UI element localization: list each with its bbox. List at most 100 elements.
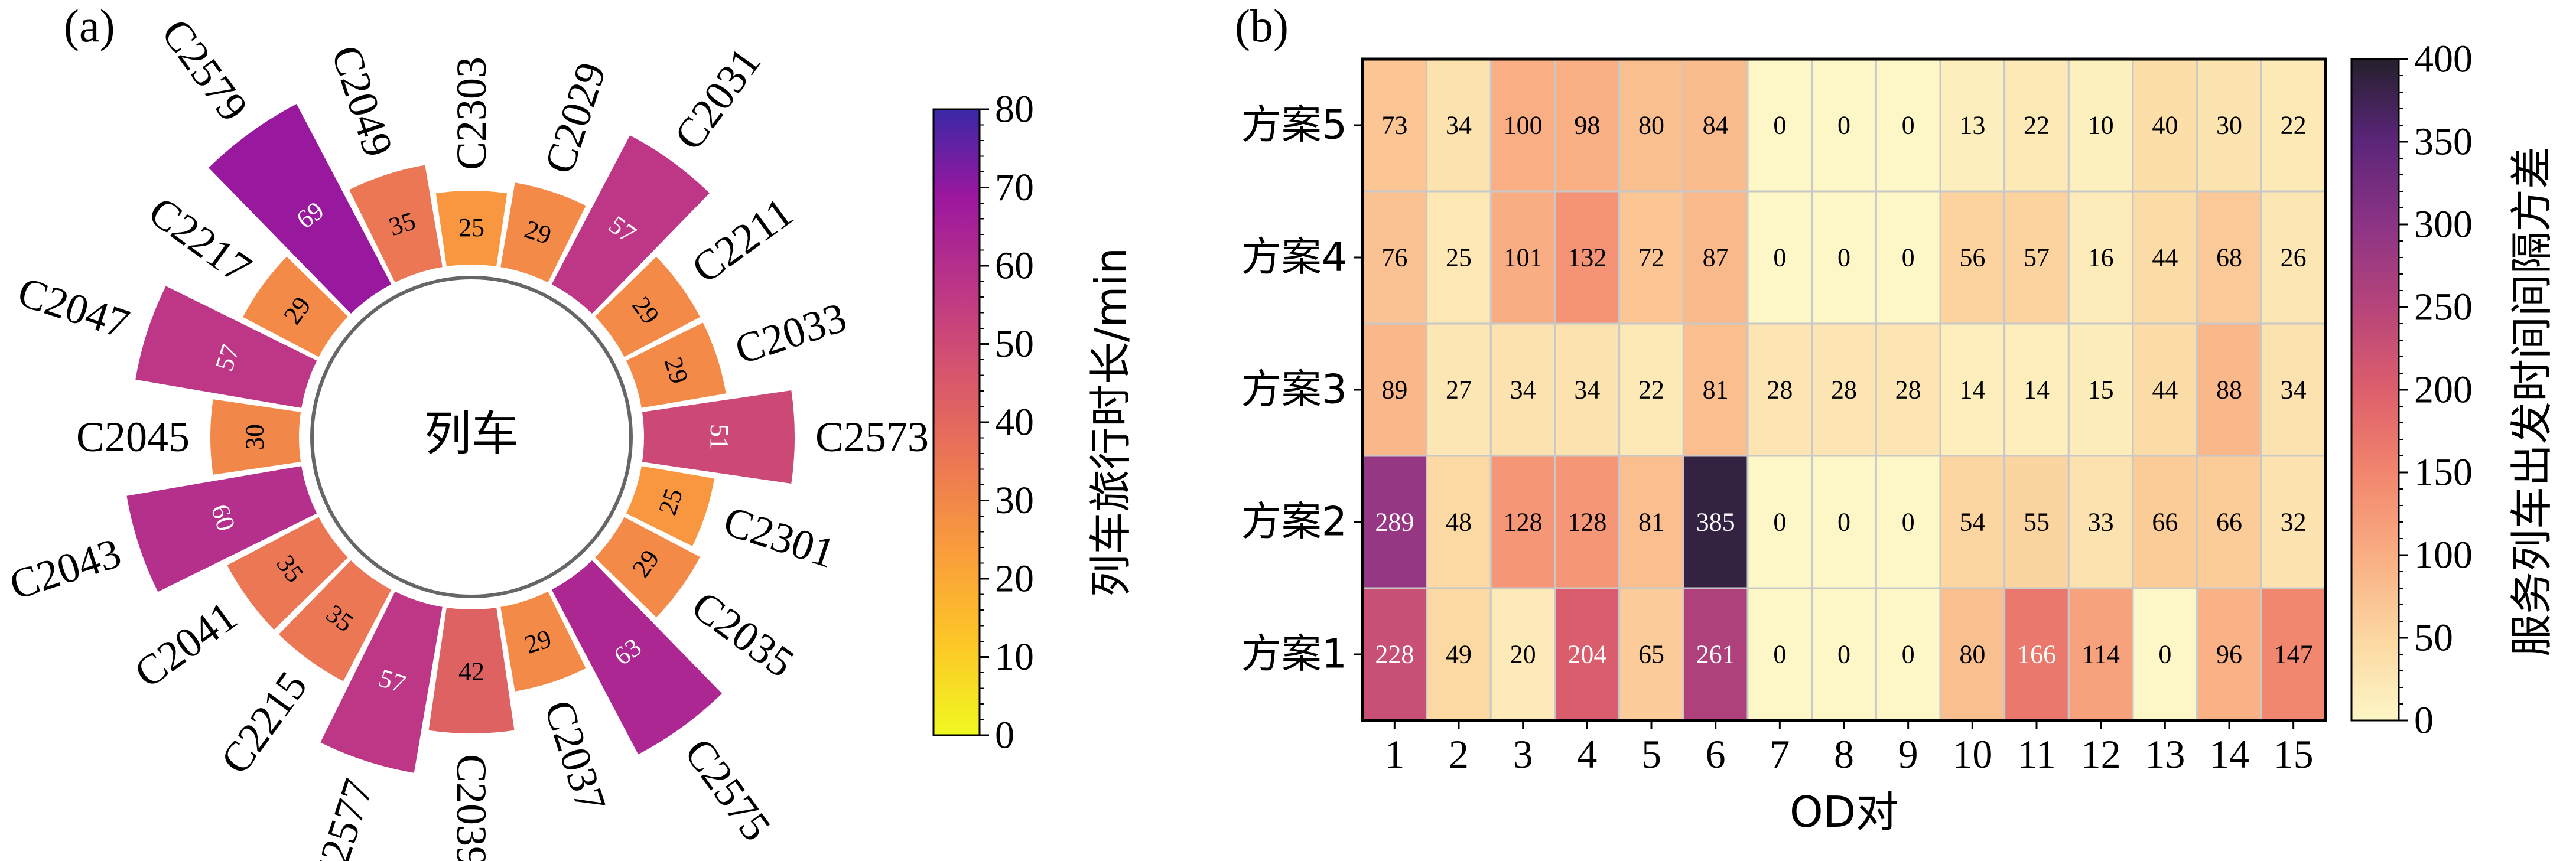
heatmap-x-tick-label: 8 [1834, 732, 1854, 777]
heatmap-cell-value: 34 [2281, 376, 2307, 405]
radial-bar [500, 591, 586, 692]
heatmap-x-tick-label: 6 [1706, 732, 1726, 777]
heatmap-cell [2003, 587, 2070, 722]
colorbar-b-bar [2350, 58, 2400, 722]
heatmap-cell-value: 55 [2024, 508, 2050, 537]
colorbar-a-tick-label: 30 [995, 479, 1034, 522]
heatmap-cell [1875, 58, 1941, 193]
colorbar-b: 0 50 100 150 200 250 300 350 400 服务列车出发时间间隔方差 [2350, 38, 2557, 742]
heatmap-cell-value: 76 [1381, 243, 1407, 272]
heatmap-cell-value: 89 [1381, 376, 1407, 405]
heatmap-cell-value: 28 [1831, 376, 1857, 405]
heatmap-cell [2260, 190, 2327, 325]
colorbar-b-tick-label: 0 [2414, 699, 2434, 742]
radial-category-label: C2049 [322, 40, 402, 162]
heatmap-cell-value: 44 [2152, 376, 2178, 405]
heatmap-x-tick-label: 5 [1641, 732, 1661, 777]
heatmap-cell [2067, 455, 2134, 589]
radial-category-label: C2579 [152, 10, 258, 129]
radial-category-label: C2301 [718, 497, 841, 577]
radial-bar [594, 517, 700, 618]
radial-bar [349, 165, 443, 283]
center-circle [310, 276, 633, 598]
heatmap-cell-value: 34 [1574, 376, 1600, 405]
heatmap-cell-value: 22 [2024, 111, 2050, 140]
heatmap-cell-value: 0 [1837, 111, 1850, 140]
radial-category-label: C2041 [126, 592, 245, 697]
radial-bar [278, 560, 392, 681]
colorbar-a-tick-label: 20 [995, 557, 1034, 601]
heatmap-cells: 73 34 100 98 80 84 0 0 0 13 22 10 40 30 22 76 25 101 132 72… [1361, 58, 2327, 722]
heatmap-cell-value: 73 [1381, 111, 1407, 140]
heatmap-cell [1426, 455, 1492, 589]
heatmap-x-tick-label: 7 [1770, 732, 1790, 777]
heatmap-cell [1618, 455, 1684, 589]
heatmap-cell [2260, 455, 2327, 589]
colorbar-b-tick-label: 400 [2414, 38, 2473, 81]
radial-bar-value-label: 51 [705, 424, 734, 450]
heatmap-cell-value: 14 [2024, 376, 2050, 405]
heatmap-x-tick-label: 4 [1577, 732, 1597, 777]
heatmap-cell [1618, 58, 1684, 193]
heatmap-cell-value: 128 [1504, 508, 1543, 537]
heatmap-cell [1426, 190, 1492, 325]
radial-bar [320, 591, 443, 773]
heatmap-cell [1361, 455, 1428, 589]
heatmap-cell-value: 66 [2216, 508, 2242, 537]
colorbar-a-label: 列车旅行时长/min [1086, 247, 1136, 597]
colorbar-b-tick-label: 250 [2414, 286, 2473, 329]
heatmap-y-tick-label: 方案2 [1241, 499, 1347, 546]
heatmap-cell-value: 101 [1504, 243, 1543, 272]
radial-bar-value-label: 30 [240, 424, 269, 450]
heatmap-cell-value: 147 [2274, 640, 2313, 669]
heatmap-cell-value: 25 [1446, 243, 1472, 272]
heatmap-cell-value: 0 [1902, 243, 1915, 272]
heatmap-cell-value: 87 [1703, 243, 1729, 272]
heatmap-x-tick-label: 14 [2209, 732, 2249, 777]
radial-category-label: C2577 [302, 774, 382, 861]
heatmap-cell [2132, 322, 2198, 457]
heatmap-cell-value: 10 [2088, 111, 2114, 140]
radial-bar [626, 322, 726, 408]
heatmap-x-tick-label: 15 [2273, 732, 2314, 777]
heatmap-cell-value: 54 [1959, 508, 1985, 537]
radial-category-label: C2575 [675, 730, 780, 849]
heatmap-cell-value: 0 [1837, 640, 1850, 669]
heatmap-cell-value: 128 [1567, 508, 1606, 537]
center-label: 列车 [424, 406, 519, 461]
heatmap-cell [2003, 58, 2070, 193]
colorbar-a-tick-label: 70 [995, 166, 1034, 209]
heatmap-cell [1811, 455, 1877, 589]
heatmap-cell-value: 261 [1696, 640, 1735, 669]
heatmap-cell [1554, 455, 1621, 589]
heatmap-cell-value: 68 [2216, 243, 2242, 272]
heatmap-x-tick-label: 10 [1952, 732, 1992, 777]
heatmap-cell [1554, 190, 1621, 325]
heatmap-cell-value: 100 [1504, 111, 1543, 140]
colorbar-b-tick-label: 300 [2414, 203, 2473, 246]
heatmap-x-tick-label: 13 [2145, 732, 2185, 777]
heatmap-cell-value: 132 [1567, 243, 1606, 272]
heatmap-cell [2067, 587, 2134, 722]
radial-bar [642, 390, 795, 484]
colorbar-a-tick-label: 60 [995, 244, 1034, 288]
heatmap-cell-value: 166 [2017, 640, 2056, 669]
heatmap-cell-value: 88 [2216, 376, 2242, 405]
heatmap-cell [1939, 190, 2006, 325]
heatmap-x-tick-label: 12 [2081, 732, 2121, 777]
heatmap-y-tick-label: 方案4 [1241, 234, 1347, 281]
heatmap-cell-value: 15 [2088, 376, 2114, 405]
radial-category-label: C2573 [815, 413, 929, 461]
heatmap-cell-value: 0 [1773, 111, 1786, 140]
radial-category-label: C2045 [76, 413, 190, 461]
panel-a: (a) 25 29 57292951252963294257353560305729… [4, 0, 1136, 861]
heatmap-cell-value: 44 [2152, 243, 2178, 272]
radial-category-label: C2035 [683, 582, 802, 687]
radial-bar [135, 286, 317, 408]
heatmap-cell-value: 66 [2152, 508, 2178, 537]
heatmap-cell-value: 228 [1375, 640, 1414, 669]
radial-category-label: C2033 [730, 293, 852, 373]
colorbar-a-tick-label: 40 [995, 401, 1034, 444]
heatmap-cell-value: 80 [1959, 640, 1985, 669]
